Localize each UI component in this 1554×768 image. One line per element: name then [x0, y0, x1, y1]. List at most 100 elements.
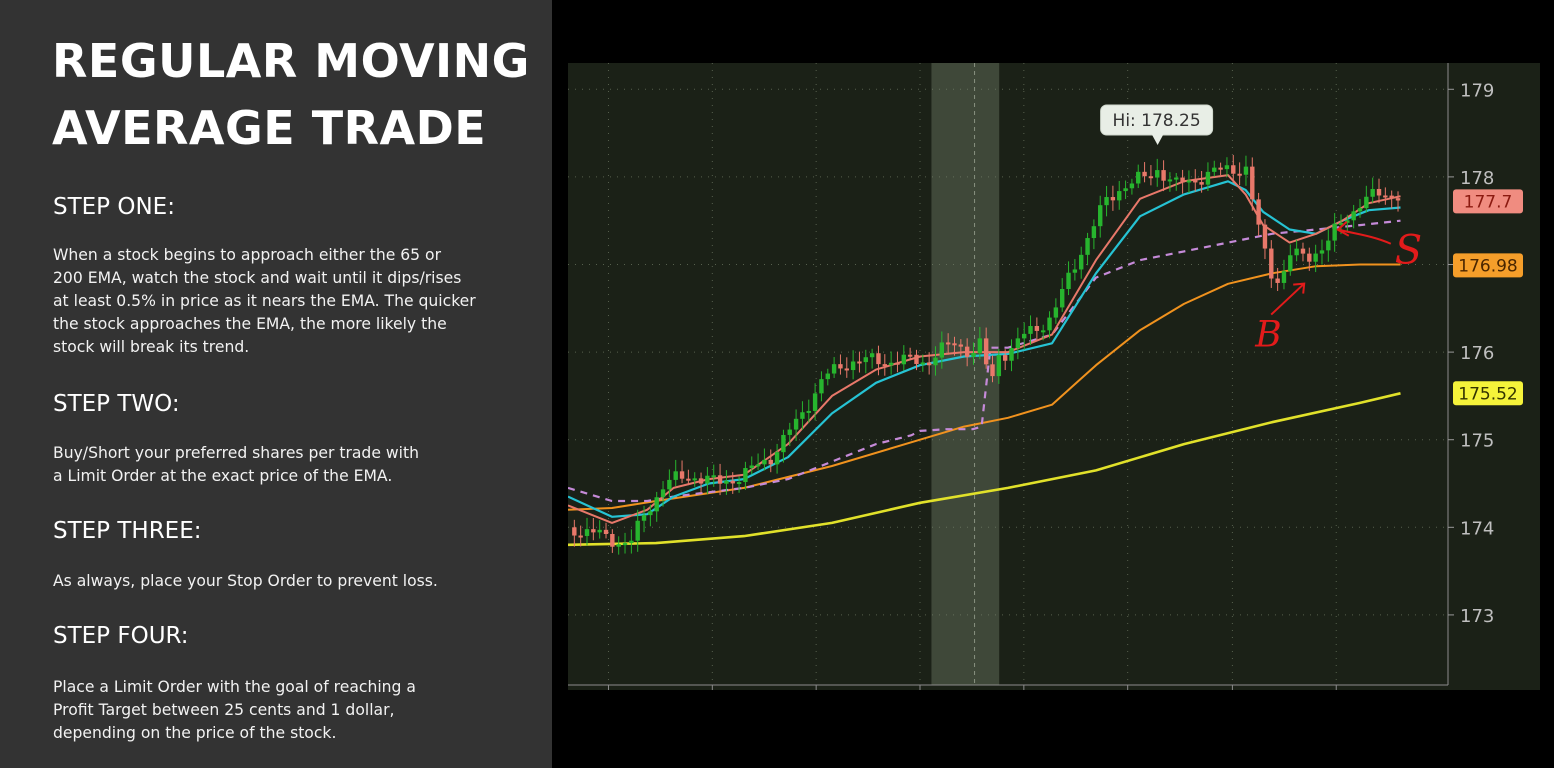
candle-body [1034, 326, 1040, 331]
candle-body [660, 489, 666, 498]
candle-body [616, 544, 621, 547]
candle-body [1009, 348, 1014, 361]
candle-body [597, 529, 602, 533]
ema-mid-line [568, 180, 1401, 518]
candle-body [1218, 167, 1223, 170]
candle-body [793, 418, 799, 430]
step-two-body: Buy/Short your preferred shares per trad… [53, 444, 419, 485]
candle-body [958, 344, 964, 347]
candle-body [831, 364, 837, 374]
candle-body [1129, 183, 1135, 189]
candle-body [838, 364, 843, 369]
candle-body [1364, 196, 1369, 209]
candle-body [857, 361, 862, 364]
candle-body [1117, 191, 1122, 201]
candle-body [578, 535, 583, 538]
candle-body [996, 355, 1002, 377]
candle-body [1110, 197, 1116, 201]
candle-body [1155, 170, 1160, 178]
candle-body [724, 480, 729, 484]
candle-body [1224, 165, 1230, 170]
candle-body [806, 410, 811, 413]
step-four-heading: STEP FOUR: [53, 623, 189, 649]
candle-body [755, 464, 761, 467]
candle-body [850, 361, 856, 371]
y-tick-label: 174 [1460, 518, 1494, 539]
sell-marker: S [1395, 228, 1422, 274]
candle-body [1294, 248, 1299, 256]
candle-body [743, 468, 748, 483]
candle-body [1123, 188, 1128, 192]
candle-body [1395, 198, 1401, 201]
price-label: 177.7 [1464, 192, 1513, 212]
candle-body [1148, 176, 1154, 179]
candle-body [673, 471, 678, 480]
candle-body [952, 343, 957, 346]
candle-body [907, 354, 913, 357]
candle-body [1300, 248, 1306, 254]
candle-body [641, 515, 647, 521]
candle-body [1041, 330, 1046, 333]
candle-body [1269, 248, 1274, 279]
candle-body [926, 362, 932, 366]
candle-body [711, 475, 716, 478]
candle-body [1002, 355, 1008, 361]
candle-body [1231, 165, 1236, 174]
candle-body [1262, 224, 1268, 249]
price-label: 175.52 [1458, 384, 1517, 404]
candle-body [977, 338, 983, 353]
price-label-box [1453, 381, 1523, 406]
candle-body [971, 352, 976, 357]
candle-body [964, 346, 970, 357]
candle-body [584, 529, 590, 536]
candle-body [901, 354, 907, 365]
page-title-line-1: REGULAR MOVING [52, 34, 530, 88]
candle-body [698, 478, 704, 484]
candle-body [1021, 333, 1027, 339]
candle-body [1338, 222, 1344, 225]
price-chart: 179178177176175174173177.7176.98175.52Hi… [568, 63, 1540, 690]
candle-body [654, 497, 659, 512]
candle-body [1104, 197, 1109, 206]
candle-body [679, 471, 685, 479]
candle-body [774, 452, 780, 465]
candle-body [939, 342, 945, 358]
candle-body [990, 364, 995, 377]
candle-body [1275, 278, 1280, 283]
price-label-box [1453, 253, 1523, 278]
candle-body [819, 379, 824, 394]
candle-body [1098, 205, 1103, 227]
candle-body [920, 362, 926, 365]
step-three-heading: STEP THREE: [53, 518, 202, 544]
candle-body [1047, 317, 1052, 331]
candle-body [635, 520, 640, 541]
hi-callout-pointer [1151, 133, 1164, 145]
y-tick-label: 179 [1460, 80, 1494, 101]
y-tick-label: 173 [1460, 606, 1494, 627]
candle-body [705, 475, 710, 484]
candle-body [1237, 173, 1242, 176]
buy-marker: B [1254, 315, 1281, 356]
candle-body [1072, 269, 1078, 273]
info-panel: REGULAR MOVING AVERAGE TRADE STEP ONE: W… [0, 0, 552, 768]
candle-body [888, 362, 894, 366]
candle-body [1186, 180, 1192, 183]
candle-body [1205, 171, 1211, 185]
candle-body [1376, 188, 1382, 196]
buy-arrow [1270, 282, 1306, 316]
candle-body [1199, 182, 1204, 185]
candle-body [1389, 195, 1394, 199]
candle-body [1281, 271, 1287, 283]
candle-body [1079, 254, 1084, 270]
page-title-line-2: AVERAGE TRADE [52, 101, 487, 155]
candle-body [1357, 208, 1363, 212]
candle-body [1066, 272, 1071, 289]
candle-body [1243, 166, 1249, 175]
candle-body [692, 478, 697, 481]
candle-body [1256, 199, 1261, 225]
candle-body [667, 479, 672, 490]
candle-body [1383, 195, 1388, 198]
candle-body [1351, 211, 1356, 221]
candle-body [787, 429, 792, 435]
step-four-body: Place a Limit Order with the goal of rea… [53, 678, 416, 742]
